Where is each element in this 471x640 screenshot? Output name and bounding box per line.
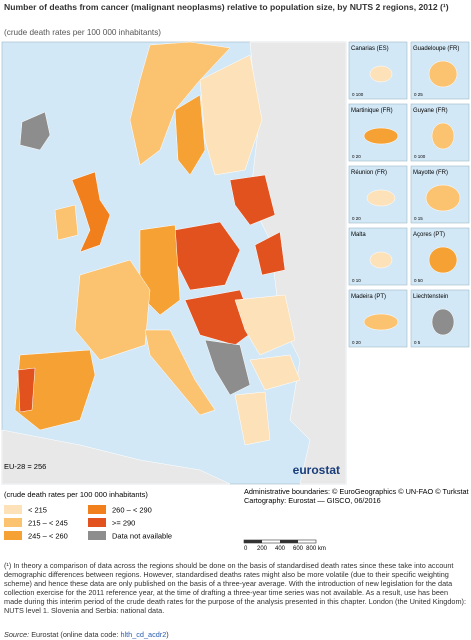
- legend-label: 215 – < 245: [28, 519, 68, 528]
- inset-land: [369, 251, 393, 269]
- cartography: Cartography: Eurostat — GISCO, 06/2016: [244, 496, 381, 505]
- legend-label: >= 290: [112, 519, 135, 528]
- romania: [234, 294, 296, 356]
- legend-swatch: [4, 531, 22, 540]
- africa: [1, 429, 231, 485]
- italy: [144, 329, 216, 416]
- inset-scale: 0 10: [352, 278, 361, 283]
- inset-land: [366, 189, 396, 207]
- legend-swatch: [88, 531, 106, 540]
- scale-label: 600: [293, 546, 304, 552]
- inset-scale: 0 15: [414, 216, 423, 221]
- inset-name: Réunion (FR): [351, 170, 387, 176]
- logo: eurostat: [293, 463, 340, 477]
- inset-land: [431, 308, 455, 336]
- footnote: (¹) In theory a comparison of data acros…: [4, 561, 467, 615]
- east: [254, 231, 286, 276]
- inset-land: [428, 246, 458, 274]
- scale-bar-segment: [280, 540, 298, 543]
- galicia-portugal: [17, 367, 36, 413]
- inset-land: [369, 65, 393, 83]
- legend-label: 260 – < 290: [112, 506, 152, 515]
- inset-frame: [348, 227, 408, 286]
- scale-label: 400: [275, 546, 286, 552]
- inset-land: [428, 60, 458, 88]
- source-close: ): [166, 630, 169, 639]
- inset-name: Malta: [351, 232, 366, 238]
- ireland: [54, 204, 79, 241]
- scale-label: 0: [244, 546, 248, 552]
- inset-name: Mayotte (FR): [413, 170, 448, 176]
- legend-title: (crude death rates per 100 000 inhabitan…: [4, 490, 148, 499]
- france: [74, 259, 151, 361]
- land: [1, 41, 347, 485]
- source: Source: Eurostat (online data code: hlth…: [4, 630, 169, 639]
- inset-name: Martinique (FR): [351, 108, 393, 114]
- title: Number of deaths from cancer (malignant …: [4, 2, 449, 12]
- legend-swatch: [88, 505, 106, 514]
- scale-bar-segment: [244, 540, 262, 543]
- inset-name: Madeira (PT): [351, 294, 386, 300]
- legend-label: < 215: [28, 506, 47, 515]
- scale-bar: 0 200 400 600 800 km: [243, 539, 326, 552]
- inset-name: Liechtenstein: [413, 294, 448, 300]
- baltics: [229, 174, 276, 226]
- boundaries: Administrative boundaries: © EuroGeograp…: [244, 487, 469, 496]
- inset-name: Açores (PT): [413, 232, 445, 238]
- legend-label: 245 – < 260: [28, 532, 68, 541]
- source-text: Eurostat (online data code:: [31, 630, 121, 639]
- inset-scale: 0 100: [414, 154, 426, 159]
- legend: < 215 215 – < 245 245 – < 260 260 – < 290 >=…: [4, 505, 172, 541]
- source-code[interactable]: hlth_cd_acdr2: [120, 630, 167, 639]
- inset-land: [425, 184, 461, 212]
- inset-name: Guadeloupe (FR): [413, 46, 459, 52]
- greece: [234, 391, 271, 446]
- inset-scale: 0 20: [352, 340, 361, 345]
- inset-name: Canarias (ES): [351, 46, 389, 52]
- inset-scale: 0 100: [352, 92, 364, 97]
- inset-scale: 0 25: [414, 92, 423, 97]
- inset-scale: 0 50: [414, 278, 423, 283]
- inset-scale: 0 5: [414, 340, 421, 345]
- bulgaria: [249, 354, 301, 391]
- legend-label: Data not available: [112, 532, 172, 541]
- balkans: [204, 339, 251, 396]
- inset-scale: 0 20: [352, 216, 361, 221]
- inset-land: [431, 122, 455, 150]
- uk: [71, 171, 111, 253]
- legend-swatch: [4, 505, 22, 514]
- scale-label: 200: [257, 546, 268, 552]
- sweden-south: [174, 94, 206, 176]
- source-label: Source:: [4, 630, 30, 639]
- finland: [199, 54, 263, 176]
- insets: Canarias (ES) 0 100 Guadeloupe (FR) 0 25 Mar…: [348, 41, 470, 348]
- subtitle: (crude death rates per 100 000 inhabitan…: [4, 28, 162, 37]
- scale-label: 800 km: [306, 546, 326, 552]
- inset-scale: 0 20: [352, 154, 361, 159]
- inset-land: [363, 127, 399, 145]
- legend-swatch: [4, 518, 22, 527]
- inset-name: Guyane (FR): [413, 108, 448, 114]
- eu-average: EU-28 = 256: [4, 462, 46, 471]
- legend-swatch: [88, 518, 106, 527]
- scandinavia: [129, 41, 231, 166]
- iceland: [19, 111, 51, 151]
- inset-land: [363, 313, 399, 331]
